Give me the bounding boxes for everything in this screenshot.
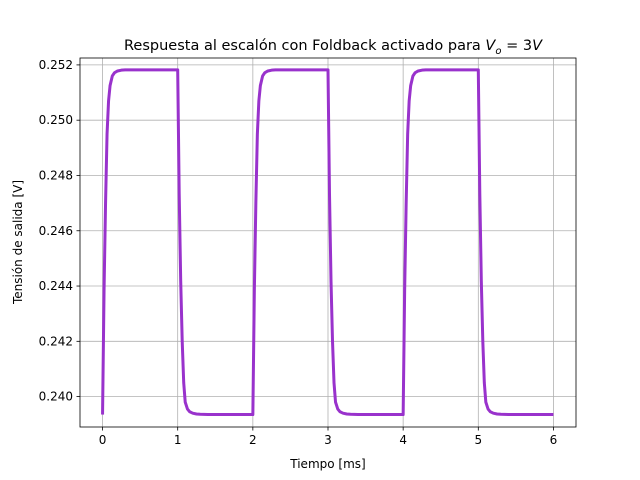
title-var: V xyxy=(485,38,496,54)
y-tick-label: 0.250 xyxy=(39,113,73,127)
y-tick-label: 0.242 xyxy=(39,334,73,348)
series-line xyxy=(101,68,554,417)
x-tick-label: 6 xyxy=(550,433,558,447)
x-axis-label: Tiempo [ms] xyxy=(289,457,365,471)
y-tick-label: 0.240 xyxy=(39,390,73,404)
y-tick-label: 0.248 xyxy=(39,168,73,182)
x-tick-label: 1 xyxy=(174,433,182,447)
y-tick-label: 0.244 xyxy=(39,279,73,293)
x-tick-label: 2 xyxy=(249,433,257,447)
y-axis-ticks: 0.240 0.242 0.244 0.246 0.248 0.250 0.252 xyxy=(39,58,80,404)
x-tick-label: 5 xyxy=(474,433,482,447)
chart-title-text: Respuesta al escalón con Foldback activa… xyxy=(124,38,485,54)
x-axis-ticks: 0 1 2 3 4 5 6 xyxy=(99,427,558,447)
title-unit: V xyxy=(532,38,543,54)
y-tick-label: 0.252 xyxy=(39,58,73,72)
title-sub: o xyxy=(495,46,501,57)
chart-title: Respuesta al escalón con Foldback activa… xyxy=(124,38,543,57)
x-tick-label: 4 xyxy=(399,433,407,447)
title-rest: = 3 xyxy=(501,38,532,54)
y-tick-label: 0.246 xyxy=(39,224,73,238)
x-tick-label: 3 xyxy=(324,433,332,447)
plot-area xyxy=(101,68,554,417)
x-tick-label: 0 xyxy=(99,433,107,447)
y-axis-label: Tensión de salida [V] xyxy=(11,180,25,305)
